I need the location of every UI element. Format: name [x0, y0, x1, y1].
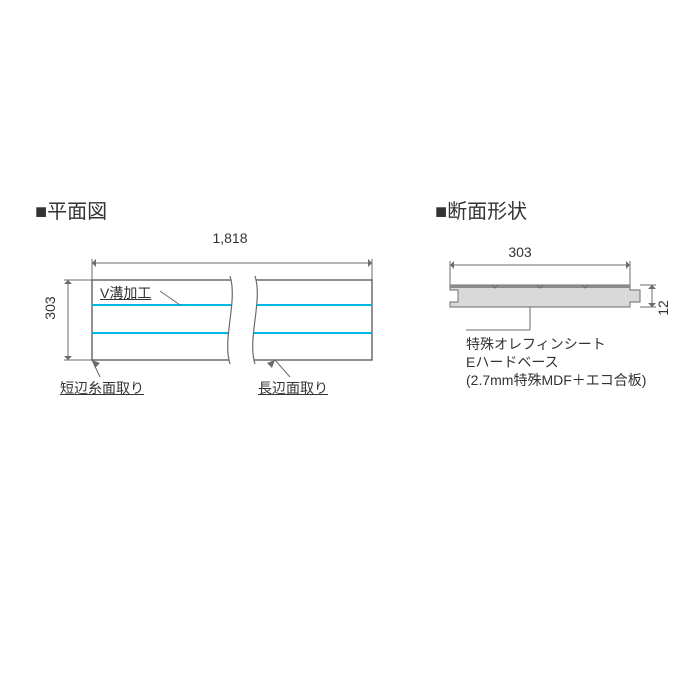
- short-edge-label: 短辺糸面取り: [60, 378, 144, 398]
- section-line2: Eハードベース: [466, 352, 559, 372]
- section-width-label: 303: [480, 244, 560, 260]
- v-groove-label: V溝加工: [100, 283, 151, 303]
- plan-height-label: 303: [42, 288, 58, 328]
- plan-heading: ■平面図: [35, 195, 107, 224]
- plan-width-label: 1,818: [190, 230, 270, 246]
- page: ■平面図 ■断面形状 1,818 303 V溝加工 短辺糸面取り 長辺面取り 3…: [0, 0, 700, 700]
- section-line3: (2.7mm特殊MDF＋エコ合板): [466, 370, 646, 390]
- long-edge-label: 長辺面取り: [258, 378, 328, 398]
- section-thickness-label: 12: [655, 293, 671, 323]
- section-line1: 特殊オレフィンシート: [466, 334, 606, 354]
- section-heading: ■断面形状: [435, 195, 527, 224]
